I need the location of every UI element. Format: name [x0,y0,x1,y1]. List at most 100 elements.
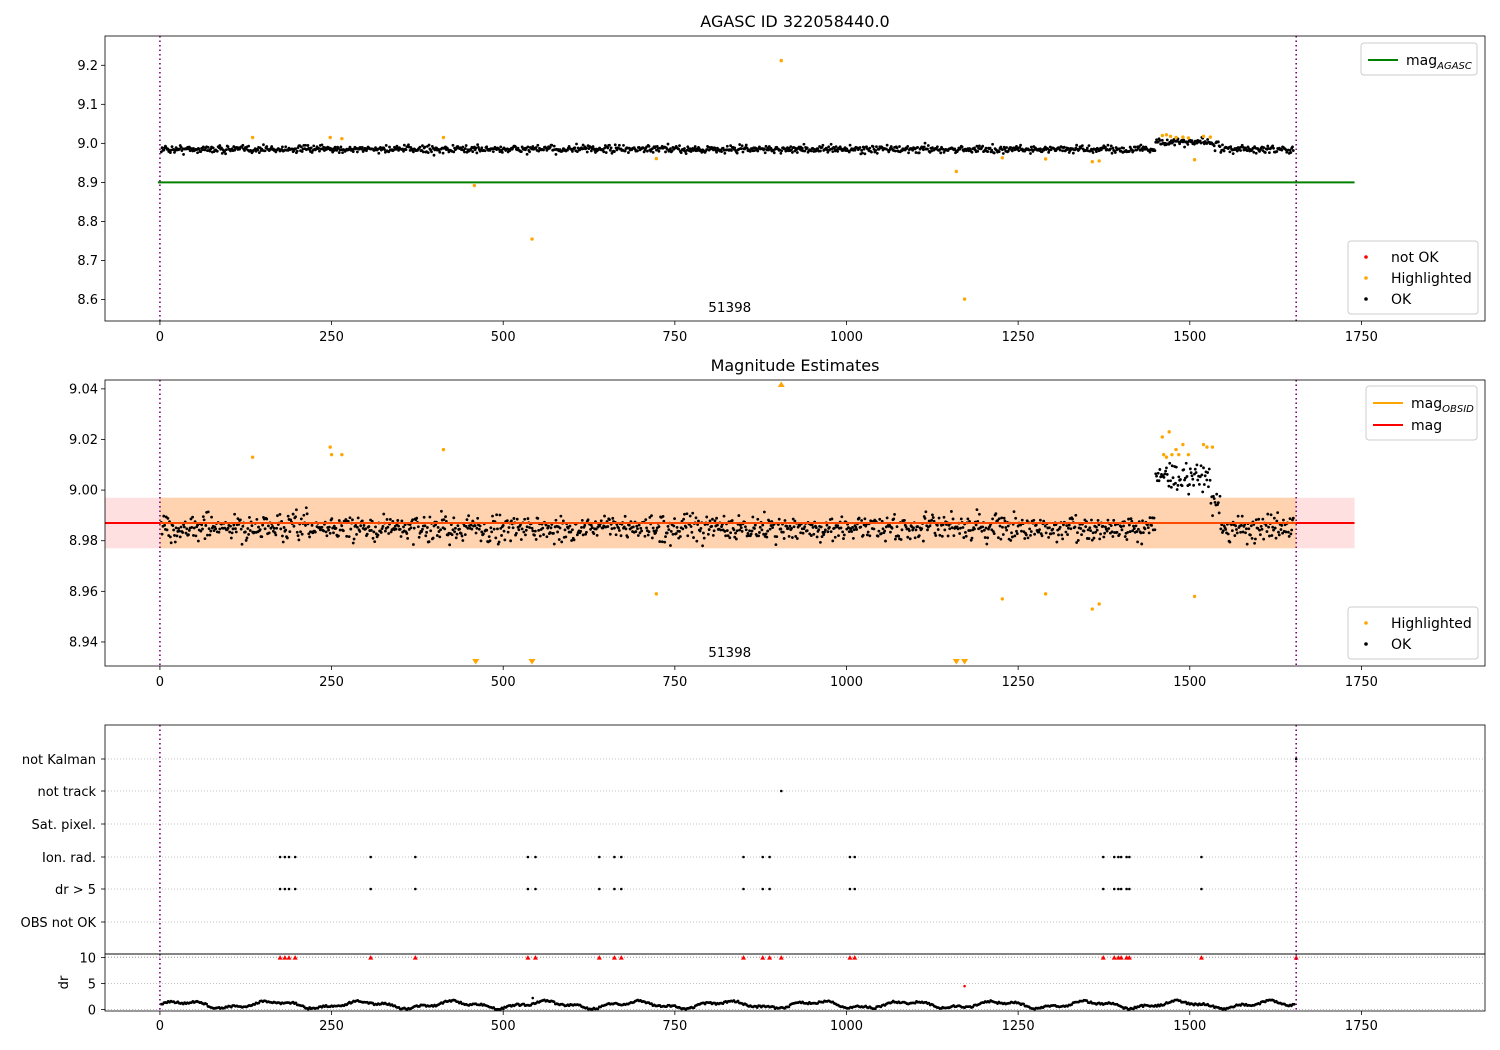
x-tick-label: 1250 [1002,1019,1035,1034]
ok-point [862,147,866,151]
ok-point [819,149,822,153]
ok-point [992,532,996,536]
ok-point [1146,526,1150,530]
ok-point [485,528,489,532]
ok-point [201,527,204,531]
flag-point [1200,855,1203,859]
ok-point [284,145,288,149]
ok-point [402,149,405,153]
ok-point [1015,529,1018,533]
ok-point [1272,146,1275,150]
y-tick-label: 9.02 [69,433,98,448]
ok-point [181,531,185,534]
legend-box [1347,240,1479,315]
ok-point [692,147,696,151]
ok-point [477,145,480,149]
ok-point [693,145,697,148]
ok-point [528,526,531,529]
ok-point [980,529,984,533]
ok-point [816,147,820,151]
ok-point [1118,147,1121,151]
ok-point [906,535,910,539]
ok-point [744,143,748,147]
ok-point [720,150,723,153]
ok-point [423,145,427,149]
ok-point [1082,529,1086,533]
ok-point [545,535,549,539]
ok-point [297,538,301,542]
magnitude-estimates-panel: 0 250 500 750 1000 1250 1500 1750 8.94 8.96 8.98 9.… [69,356,1486,690]
ok-point [725,144,729,148]
highlighted-point [1177,452,1181,457]
ok-point [1085,146,1089,150]
ok-point [758,525,762,529]
ok-point [738,143,742,146]
ok-point [1165,473,1169,476]
ok-point [265,517,269,521]
flag-point [848,855,852,859]
ok-point [686,534,690,538]
ok-point [1291,516,1295,520]
ok-point [729,144,732,148]
ok-point [1236,514,1240,518]
ok-point [646,533,650,537]
ok-point [525,525,529,529]
ok-point [1195,463,1199,467]
ok-point [762,510,766,514]
legend-point-swatch [1364,642,1368,646]
ok-point [608,518,611,522]
ok-point [583,523,587,527]
ok-point [898,145,901,148]
ok-point [351,150,355,154]
ok-point [1012,510,1016,514]
ok-point [461,539,465,542]
ok-point [244,539,248,542]
ok-point [299,530,302,534]
ok-point [705,515,709,519]
flag-point [1112,855,1116,859]
ok-point [830,517,834,521]
ok-point [1221,529,1225,533]
ok-point [1019,523,1023,527]
ok-point [725,529,729,532]
ok-point [860,519,863,522]
ok-point [831,539,835,543]
highlighted-point [250,135,255,140]
ok-point [220,146,223,150]
x-tick-label: 1750 [1345,1019,1378,1034]
ok-point [756,149,760,153]
ok-point [163,523,166,527]
flag-point [526,855,530,859]
highlighted-point [328,445,332,449]
ok-point [452,516,456,520]
ok-point [1049,532,1053,536]
ok-point [1066,533,1069,536]
ok-point [907,151,910,155]
ok-point [608,143,611,147]
ok-point [724,534,728,538]
ok-point [399,535,403,538]
ok-point [650,536,654,540]
ok-point [1031,149,1035,153]
ok-point [1228,540,1232,544]
ok-point [981,144,985,148]
ok-point [801,531,805,535]
ok-point [1250,536,1254,540]
ok-point [184,531,188,535]
ok-point [426,526,429,529]
ok-point [959,517,963,521]
ok-point [241,524,245,528]
ok-point [1235,531,1239,535]
ok-point [276,514,279,518]
ok-point [1062,145,1066,149]
legend-point-label: OK [1391,637,1412,653]
ok-point [613,526,616,530]
ok-point [648,516,652,519]
ok-point [1169,479,1172,483]
ok-point [916,145,920,149]
ok-point [232,523,236,527]
ok-point [1048,526,1051,530]
ok-point [1087,144,1091,148]
ok-point [217,530,221,534]
ok-point [786,526,790,530]
